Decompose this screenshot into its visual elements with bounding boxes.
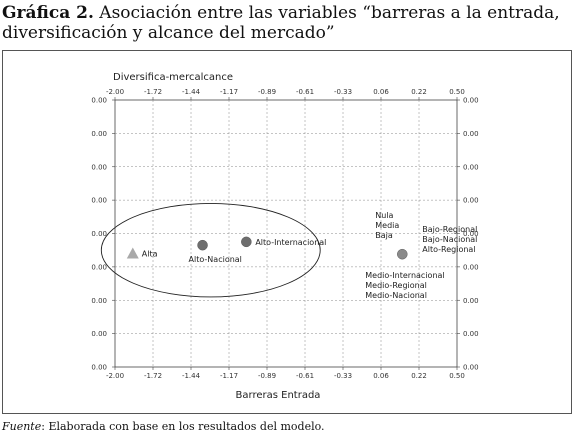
point-label: Alta bbox=[142, 250, 158, 259]
top-axis-title: Diversifica-mercalcance bbox=[113, 72, 233, 83]
point-label: Alto-Internacional bbox=[255, 238, 326, 247]
y-tick-label-right: 0.00 bbox=[463, 330, 479, 338]
x-tick-label-top: 0.22 bbox=[411, 88, 427, 96]
y-tick-label-right: 0.00 bbox=[463, 197, 479, 205]
point-label: Nula bbox=[375, 211, 393, 220]
x-tick-label-top: 0.06 bbox=[373, 88, 389, 96]
y-tick-label-left: 0.00 bbox=[91, 97, 107, 105]
x-tick-label-top: -0.89 bbox=[258, 88, 276, 96]
data-point-0 bbox=[126, 247, 139, 259]
y-tick-label-left: 0.00 bbox=[91, 330, 107, 338]
data-point-1 bbox=[197, 239, 208, 251]
plot-area-border bbox=[114, 99, 458, 368]
point-label: Media bbox=[375, 221, 399, 230]
point-label: Baja bbox=[375, 231, 393, 240]
y-tick-label-right: 0.00 bbox=[463, 297, 479, 305]
y-tick-label-left: 0.00 bbox=[91, 364, 107, 372]
x-tick-label-bottom: -0.89 bbox=[258, 372, 276, 380]
x-tick-label-bottom: -1.72 bbox=[144, 372, 162, 380]
x-tick-label-bottom: -0.33 bbox=[334, 372, 352, 380]
data-point-3 bbox=[397, 248, 408, 260]
x-tick-label-top: -0.61 bbox=[296, 88, 314, 96]
point-label: Medio-Regional bbox=[365, 281, 427, 290]
y-tick-label-left: 0.00 bbox=[91, 230, 107, 238]
point-label: Medio-Internacional bbox=[365, 271, 444, 280]
point-label: Alto-Nacional bbox=[189, 255, 242, 264]
figure-source: Fuente: Elaborada con base en los result… bbox=[2, 420, 325, 433]
y-tick-label-left: 0.00 bbox=[91, 130, 107, 138]
x-tick-label-top: 0.50 bbox=[449, 88, 465, 96]
y-tick-label-left: 0.00 bbox=[91, 163, 107, 171]
point-label: Bajo-Nacional bbox=[422, 235, 477, 244]
x-tick-label-bottom: 0.22 bbox=[411, 372, 427, 380]
figure-title-text: Asociación entre las variables “barreras… bbox=[2, 3, 560, 43]
point-label: Alto-Regional bbox=[422, 245, 475, 254]
y-tick-label-right: 0.00 bbox=[463, 364, 479, 372]
x-tick-label-top: -2.00 bbox=[106, 88, 124, 96]
source-text: : Elaborada con base en los resultados d… bbox=[41, 420, 325, 433]
y-tick-label-left: 0.00 bbox=[91, 297, 107, 305]
y-tick-label-right: 0.00 bbox=[463, 263, 479, 271]
y-tick-label-left: 0.00 bbox=[91, 263, 107, 271]
x-tick-label-top: -0.33 bbox=[334, 88, 352, 96]
x-tick-label-top: -1.17 bbox=[220, 88, 238, 96]
y-tick-label-left: 0.00 bbox=[91, 197, 107, 205]
x-tick-label-bottom: 0.06 bbox=[373, 372, 389, 380]
y-tick-label-right: 0.00 bbox=[463, 230, 479, 238]
y-tick-label-right: 0.00 bbox=[463, 97, 479, 105]
grouping-ellipse bbox=[100, 203, 321, 298]
x-tick-label-bottom: -0.61 bbox=[296, 372, 314, 380]
chart-frame bbox=[2, 50, 572, 414]
x-axis-title: Barreras Entrada bbox=[236, 390, 321, 401]
y-tick-label-right: 0.00 bbox=[463, 130, 479, 138]
figure-number: Gráfica 2. bbox=[2, 3, 94, 23]
x-tick-label-bottom: 0.50 bbox=[449, 372, 465, 380]
x-tick-label-bottom: -1.44 bbox=[182, 372, 201, 380]
source-prefix: Fuente bbox=[2, 420, 42, 433]
point-label: Medio-Nacional bbox=[365, 291, 427, 300]
point-label: Bajo-Regional bbox=[422, 225, 477, 234]
x-tick-label-bottom: -1.17 bbox=[220, 372, 238, 380]
data-point-2 bbox=[241, 236, 252, 248]
y-tick-label-right: 0.00 bbox=[463, 163, 479, 171]
x-tick-label-top: -1.72 bbox=[144, 88, 162, 96]
figure-title: Gráfica 2. Asociación entre las variable… bbox=[2, 3, 574, 43]
x-tick-label-top: -1.44 bbox=[182, 88, 201, 96]
x-tick-label-bottom: -2.00 bbox=[106, 372, 124, 380]
